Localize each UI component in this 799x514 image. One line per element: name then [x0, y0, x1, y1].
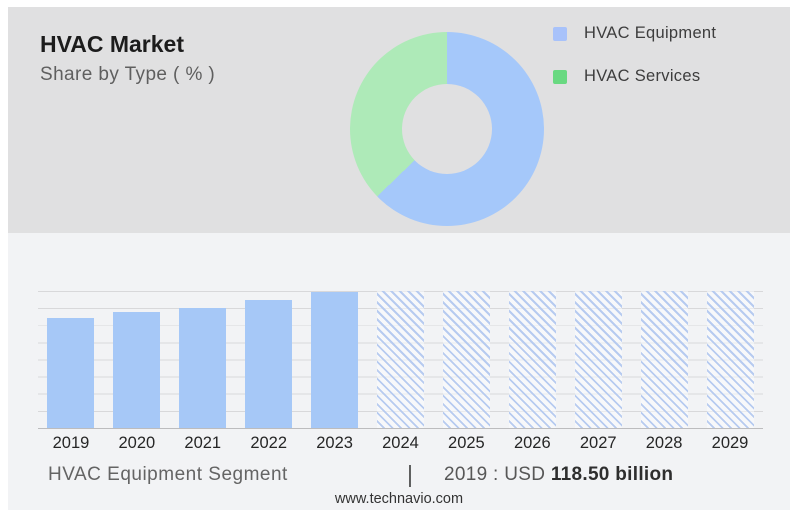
year-label: 2028	[645, 434, 683, 452]
year-label: 2025	[448, 434, 485, 452]
legend-item: HVAC Equipment	[553, 21, 716, 46]
value-prefix: 2019 : USD	[444, 464, 551, 485]
legend-label: HVAC Equipment	[584, 24, 717, 42]
bar-2028	[640, 291, 688, 428]
year-label: 2020	[118, 434, 156, 452]
legend-swatch-icon	[553, 69, 567, 84]
donut-chart	[350, 32, 544, 226]
bar-slot	[38, 318, 104, 428]
year-label: 2029	[711, 434, 749, 452]
bar-slot	[697, 291, 763, 428]
value-bold: 118.50 billion	[550, 464, 674, 485]
legend-label: HVAC Services	[584, 67, 701, 85]
year-label: 2019	[52, 434, 90, 452]
legend-item: HVAC Services	[553, 64, 716, 89]
bar-slot	[499, 291, 565, 428]
bar-slot	[170, 308, 236, 428]
year-label: 2027	[579, 434, 617, 452]
bar-slot	[631, 291, 697, 428]
donut-section: HVAC Market Share by Type ( % ) HVAC Equ…	[8, 7, 790, 233]
website-url: www.technavio.com	[334, 491, 464, 507]
year-label: 2022	[250, 434, 288, 452]
bar-slot	[565, 291, 631, 428]
bar-plot	[38, 291, 763, 429]
bar-2021	[179, 308, 227, 428]
legend-swatch-icon	[553, 26, 567, 41]
bar-2023	[311, 292, 359, 428]
bar-2020	[113, 312, 161, 428]
page-subtitle: Share by Type ( % )	[40, 64, 216, 85]
value-annotation: 2019 : USD 118.50 billion	[444, 464, 673, 486]
bar-2022	[245, 300, 293, 428]
bar-chart-section: 2019 2020 2021 2022 2023 2024 2025 2026 2027 2028…	[8, 233, 790, 510]
bar-2029	[706, 291, 754, 428]
donut-hole	[402, 84, 492, 174]
bar-2027	[574, 291, 622, 428]
segment-label: HVAC Equipment Segment	[48, 464, 288, 485]
bar-2025	[442, 291, 490, 428]
year-label: 2023	[316, 434, 353, 452]
bar-slot	[433, 291, 499, 428]
bar-slot	[302, 292, 368, 428]
caption-row: HVAC Equipment Segment | 2019 : USD 118.…	[8, 461, 790, 493]
year-label: 2026	[513, 434, 551, 452]
bar-2024	[376, 291, 424, 428]
infographic-panel: HVAC Market Share by Type ( % ) HVAC Equ…	[8, 7, 790, 510]
legend: HVAC Equipment HVAC Services	[553, 21, 716, 89]
year-label: 2024	[382, 434, 419, 452]
year-label: 2021	[184, 434, 222, 452]
caption-divider: |	[407, 461, 413, 487]
bar-slot	[368, 291, 434, 428]
bar-2019	[47, 318, 95, 428]
bar-2026	[508, 291, 556, 428]
page-title: HVAC Market	[40, 31, 184, 57]
year-axis: 2019 2020 2021 2022 2023 2024 2025 2026 2027 2028…	[38, 434, 763, 453]
bar-slot	[236, 300, 302, 428]
bar-slot	[104, 312, 170, 428]
